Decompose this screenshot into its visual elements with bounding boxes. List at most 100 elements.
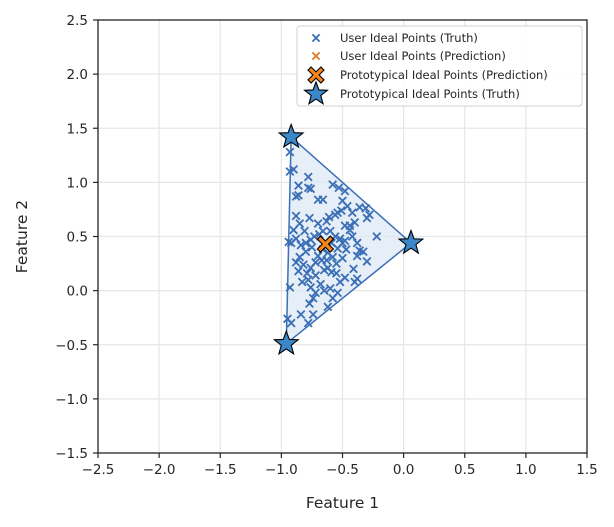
y-tick-label: −0.5 (55, 338, 88, 354)
user-truth-point (327, 267, 336, 277)
y-axis-label: Feature 2 (13, 200, 31, 273)
user-truth-point (347, 232, 357, 241)
x-tick-label: −2.0 (143, 462, 176, 478)
x-tick-label: −2.5 (82, 462, 115, 478)
user-truth-point (291, 258, 301, 267)
user-truth-point (328, 180, 338, 189)
user-truth-point (296, 240, 306, 250)
x-tick-label: −1.5 (204, 462, 237, 478)
legend-marker-prototype-prediction (307, 66, 325, 84)
x-tick-label: 1.0 (515, 462, 536, 478)
user-truth-point (340, 236, 350, 246)
legend-marker-prototype-truth (303, 80, 329, 105)
user-truth-point (352, 251, 362, 261)
user-truth-point (362, 256, 372, 266)
user-truth-point (306, 263, 316, 273)
y-tick-label: 2.5 (67, 13, 88, 29)
user-truth-point (294, 181, 303, 191)
user-truth-point (285, 147, 295, 157)
user-truth-point (338, 253, 347, 263)
user-truth-point (302, 268, 312, 278)
user-truth-point (349, 264, 358, 274)
user-truth-point (330, 210, 340, 220)
user-truth-point (301, 238, 311, 248)
user-truth-point (306, 184, 316, 194)
user-truth-point (303, 172, 313, 182)
user-truth-point (303, 318, 313, 328)
user-truth-point (334, 183, 344, 193)
user-truth-point (323, 302, 333, 312)
user-truth-point (308, 293, 318, 303)
user-truth-point (322, 216, 332, 226)
user-truth-point (324, 212, 334, 222)
user-truth-point (336, 206, 346, 215)
user-truth-point (291, 211, 301, 221)
y-tick-label: 2.0 (67, 67, 88, 83)
user-truth-point (311, 288, 321, 298)
prototype-truth-point (397, 228, 425, 255)
user-truth-point (318, 226, 328, 236)
x-tick-label: 0.5 (454, 462, 475, 478)
user-truth-point (342, 201, 352, 211)
user-truth-point (308, 310, 318, 319)
y-tick-label: 1.0 (67, 175, 88, 191)
user-truth-point (286, 318, 296, 328)
user-truth-point (322, 255, 332, 265)
user-truth-point (294, 190, 303, 200)
prototype-truth-point (277, 122, 305, 149)
user-truth-point (297, 277, 307, 287)
legend-label: Prototypical Ideal Points (Prediction) (340, 68, 548, 82)
ticks: −2.5 −2.0 −1.5 −1.0 −0.5 0.0 0.5 1.0 1.5 −1.5 −1.0… (55, 13, 598, 478)
user-truth-point (333, 288, 343, 298)
user-truth-point (300, 226, 310, 236)
user-truth-point (311, 271, 321, 280)
user-truth-point (303, 275, 313, 285)
user-truth-point (289, 225, 299, 235)
legend-label: User Ideal Points (Truth) (340, 31, 478, 45)
legend-label: Prototypical Ideal Points (Truth) (340, 87, 520, 101)
x-tick-label: 1.5 (576, 462, 597, 478)
user-truth-point (303, 183, 313, 193)
y-tick-label: 0.0 (67, 284, 88, 300)
user-truth-point (340, 186, 350, 196)
user-truth-point (325, 284, 335, 293)
data-points (283, 147, 382, 328)
user-truth-point (372, 232, 382, 241)
x-tick-label: −1.0 (265, 462, 298, 478)
user-truth-point (350, 277, 360, 287)
user-truth-point (319, 286, 329, 296)
user-truth-point (361, 203, 371, 213)
user-truth-point (358, 247, 368, 257)
user-truth-point (285, 167, 295, 176)
user-truth-point (285, 282, 295, 292)
user-truth-point (335, 277, 345, 287)
user-truth-point (294, 266, 303, 276)
y-tick-label: 1.5 (67, 121, 88, 137)
user-truth-point (352, 238, 362, 248)
user-truth-point (291, 234, 301, 244)
user-truth-point (362, 213, 372, 223)
prototype-points (272, 122, 425, 356)
user-truth-point (298, 260, 308, 270)
user-truth-point (305, 213, 314, 223)
legend-box (296, 25, 583, 107)
user-truth-point (296, 310, 306, 319)
legend-marker-user-prediction (311, 51, 321, 61)
prototype-truth-point (272, 329, 300, 356)
user-truth-point (305, 299, 314, 309)
y-tick-label: −1.0 (55, 392, 88, 408)
user-truth-point (341, 245, 351, 254)
user-truth-point (307, 242, 317, 252)
legend-label: User Ideal Points (Prediction) (340, 49, 506, 63)
user-truth-point (291, 192, 301, 201)
user-truth-point (313, 219, 323, 228)
prototype-prediction-point (316, 235, 335, 253)
user-truth-point (284, 237, 294, 247)
user-truth-point (318, 195, 328, 205)
legend-marker-user-truth (311, 33, 321, 43)
x-axis-label: Feature 1 (306, 494, 379, 512)
user-truth-point (301, 247, 311, 257)
y-tick-label: 0.5 (67, 230, 88, 246)
user-truth-point (340, 221, 350, 231)
